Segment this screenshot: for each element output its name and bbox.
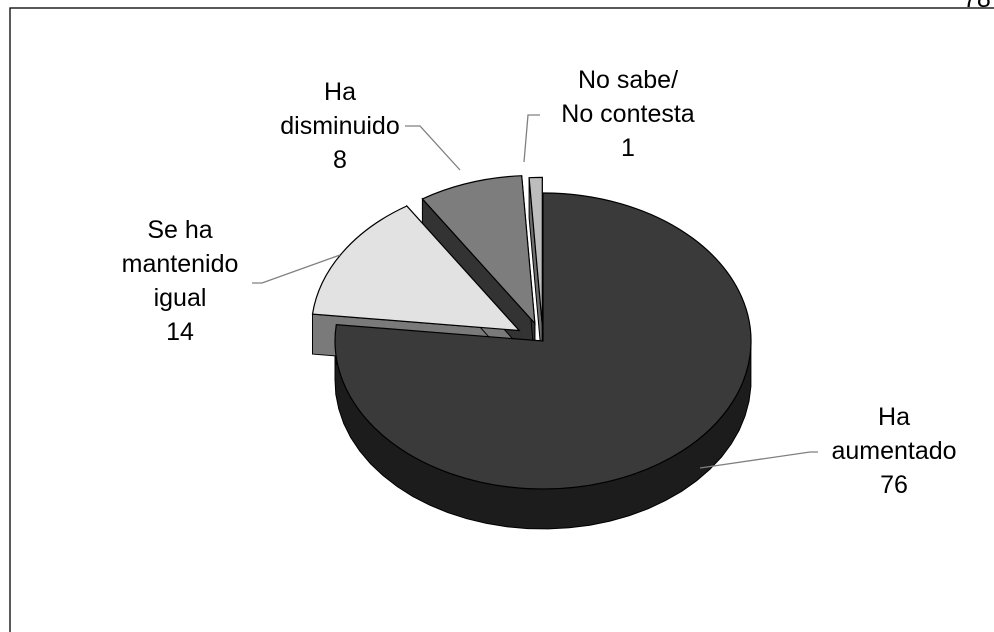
slice-labels: Ha aumentado 76 Se ha mantenido igual 14 Ha dism… — [122, 66, 957, 499]
slice-label-line: igual — [154, 284, 207, 312]
leader-lines — [252, 114, 818, 469]
slice-no-sabe-no-contesta — [528, 176, 543, 326]
slice-label-line: Ha — [878, 403, 910, 431]
slice-label-line: 76 — [880, 471, 908, 499]
pie-tops — [311, 175, 752, 490]
slice-label-1: Se ha mantenido igual 14 — [122, 216, 239, 346]
slice-label-line: Se ha — [147, 216, 212, 244]
slice-ha-aumentado — [334, 192, 752, 490]
slice-label-line: Ha — [324, 78, 356, 106]
slice-se-ha-mantenido-igual — [311, 205, 521, 332]
corner-fragment: 78 — [963, 0, 991, 13]
slice-label-line: 1 — [621, 134, 635, 162]
leader-line-3 — [523, 114, 540, 163]
slice-label-line: disminuido — [280, 112, 400, 140]
slice-ha-disminuido — [421, 175, 536, 326]
slice-label-line: mantenido — [122, 250, 239, 278]
slice-label-line: No sabe/ — [578, 66, 678, 94]
leader-line-0 — [699, 451, 818, 469]
slice-label-line: 8 — [333, 146, 347, 174]
slice-label-3: No sabe/No contesta 1 — [561, 66, 695, 162]
slice-label-0: Ha aumentado 76 — [831, 403, 956, 499]
leader-line-1 — [252, 254, 341, 284]
leader-line-2 — [405, 125, 461, 171]
slice-label-2: Ha disminuido 8 — [280, 78, 400, 174]
slice-label-line: 14 — [166, 318, 194, 346]
slice-label-line: No contesta — [561, 100, 695, 128]
slice-label-line: aumentado — [831, 437, 956, 465]
